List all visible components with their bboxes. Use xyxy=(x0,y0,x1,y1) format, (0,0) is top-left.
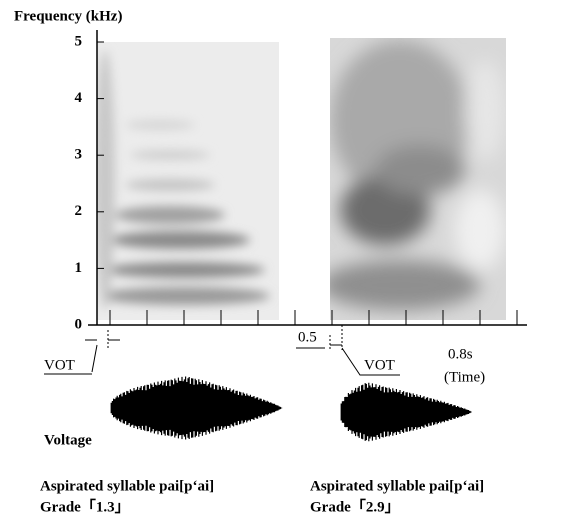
waveform xyxy=(340,382,472,442)
vot-label: VOT xyxy=(44,357,75,373)
spectrogram-right xyxy=(330,38,506,320)
time-unit: (Time) xyxy=(444,369,485,385)
voltage-label: Voltage xyxy=(44,432,92,448)
caption: Aspirated syllable pai[p‘ai] xyxy=(310,478,484,494)
y-tick-label: 1 xyxy=(75,260,83,276)
caption: Aspirated syllable pai[p‘ai] xyxy=(40,478,214,494)
waveforms xyxy=(110,376,472,442)
y-axis-title: Frequency (kHz) xyxy=(14,8,122,24)
time-mark: 0.5 xyxy=(298,329,317,345)
y-tick-label: 2 xyxy=(75,203,83,219)
vot-markers xyxy=(44,325,400,376)
y-tick-label: 5 xyxy=(75,33,83,49)
spectrogram-left xyxy=(97,42,279,320)
waveform xyxy=(110,376,283,440)
x-ticks xyxy=(109,310,518,325)
grade: Grade「2.9」 xyxy=(310,497,400,515)
y-tick-label: 3 xyxy=(75,147,83,163)
vot-label: VOT xyxy=(364,357,395,373)
time-end: 0.8s xyxy=(448,346,473,362)
y-tick-label: 0 xyxy=(75,316,83,332)
y-tick-label: 4 xyxy=(75,90,83,106)
grade: Grade「1.3」 xyxy=(40,497,130,515)
